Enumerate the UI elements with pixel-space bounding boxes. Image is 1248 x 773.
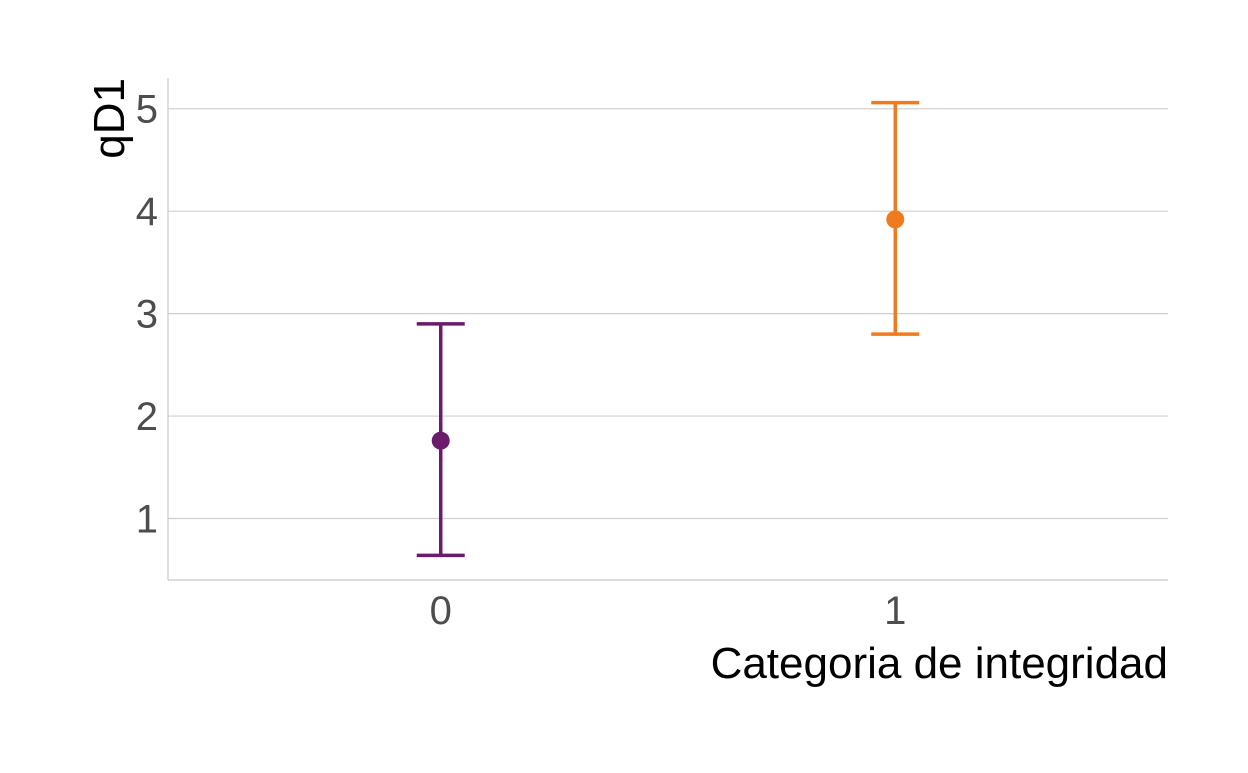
tick-labels: 1 2 3 4 5 0 1 bbox=[136, 88, 907, 633]
error-bar-group bbox=[416, 322, 465, 558]
grid-layer bbox=[168, 108, 1168, 520]
y-axis-title: qD1 bbox=[85, 78, 134, 159]
error-bar-group bbox=[871, 100, 920, 336]
data-point bbox=[886, 210, 905, 229]
y-tick-label: 2 bbox=[136, 395, 158, 439]
y-tick-label: 3 bbox=[136, 293, 158, 337]
x-axis-title: Categoria de integridad bbox=[711, 639, 1168, 688]
marks-layer bbox=[416, 100, 920, 558]
y-tick-label: 5 bbox=[136, 88, 158, 132]
x-tick-label: 0 bbox=[430, 589, 452, 633]
x-tick-label: 1 bbox=[884, 589, 906, 633]
data-point bbox=[431, 431, 450, 450]
y-tick-label: 1 bbox=[136, 498, 158, 542]
y-tick-label: 4 bbox=[136, 190, 158, 234]
axis-layer bbox=[167, 78, 1168, 581]
